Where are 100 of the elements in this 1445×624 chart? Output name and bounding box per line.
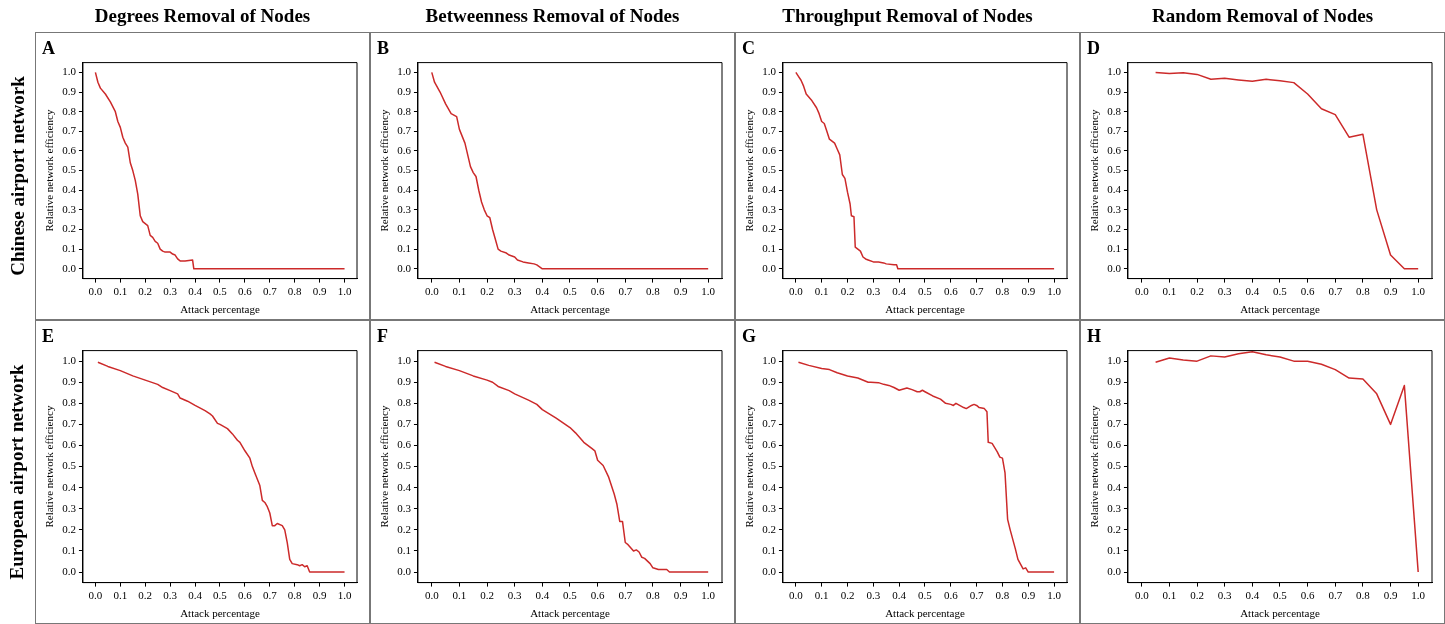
y-tick-label: 0.7 [62,124,77,137]
x-tick-label: 0.9 [312,285,327,298]
y-tick-label: 0.1 [62,543,76,556]
x-tick-label: 0.4 [188,589,203,602]
x-tick-label: 1.0 [337,589,352,602]
y-tick-label: 1.0 [1107,65,1122,78]
y-tick-label: 0.7 [1107,417,1122,430]
y-tick-label: 0.4 [397,480,412,493]
x-tick-label: 0.3 [163,285,178,298]
y-tick-label: 0.1 [62,242,76,255]
y-tick-label: 0.8 [1107,396,1122,409]
x-tick-label: 0.8 [995,589,1010,602]
y-tick-label: 0.5 [397,163,412,176]
y-tick-label: 0.5 [762,459,777,472]
y-tick-label: 0.5 [762,163,777,176]
x-tick-label: 0.7 [969,285,984,298]
x-axis-title: Attack percentage [180,607,260,620]
x-tick-label: 0.5 [213,589,228,602]
y-tick-label: 0.1 [397,242,411,255]
x-tick-label: 0.1 [1162,285,1177,298]
x-tick-label: 0.2 [480,589,494,602]
x-tick-label: 0.1 [113,285,128,298]
x-tick-label: 0.0 [88,589,103,602]
x-tick-label: 0.6 [590,285,605,298]
x-tick-label: 0.4 [188,285,203,298]
y-tick-label: 0.2 [62,522,76,535]
x-tick-label: 0.7 [262,589,278,602]
y-axis-title: Relative network efficiency [43,405,56,528]
y-tick-label: 0.6 [762,438,777,451]
x-tick-label: 0.8 [287,589,303,602]
y-tick-label: 0.0 [62,564,77,577]
x-tick-label: 0.3 [163,589,178,602]
x-tick-label: 0.3 [1217,285,1233,298]
y-tick-label: 0.5 [1107,163,1122,176]
y-tick-label: 0.9 [762,84,777,97]
x-tick-label: 0.8 [1356,589,1371,602]
x-tick-label: 0.5 [918,285,933,298]
y-axis-title: Relative network efficiency [743,109,756,232]
x-tick-label: 0.9 [1021,285,1036,298]
text: Chinese airport network [6,76,29,276]
y-tick-label: 0.8 [1107,104,1122,117]
x-tick-label: 0.0 [88,285,103,298]
x-tick-label: 0.4 [535,589,550,602]
x-tick-label: 0.1 [113,589,128,602]
y-tick-label: 0.9 [1107,375,1122,388]
y-tick-label: 0.5 [62,163,77,176]
y-tick-label: 0.5 [397,459,412,472]
x-tick-label: 0.0 [788,285,804,298]
text: Random Removal of Nodes [1150,4,1375,28]
x-tick-label: 1.0 [1047,285,1062,298]
y-tick-label: 0.5 [1107,459,1122,472]
x-tick-label: 0.4 [1245,285,1260,298]
x-tick-label: 0.7 [618,589,633,602]
y-tick-label: 0.4 [762,183,777,196]
chart-title: E [42,326,55,347]
y-tick-label: 0.3 [397,501,412,514]
x-axis-title: Attack percentage [1240,303,1320,316]
y-axis-title: Relative network efficiency [378,405,391,528]
y-tick-label: 0.0 [397,564,412,577]
y-tick-label: 0.0 [62,261,77,274]
y-tick-label: 0.9 [762,375,777,388]
y-tick-label: 0.7 [762,124,777,137]
y-tick-label: 0.4 [1107,480,1122,493]
chart-title: G [742,326,757,347]
y-tick-label: 0.7 [762,417,777,430]
y-tick-label: 0.9 [62,375,77,388]
y-tick-label: 0.6 [762,143,777,156]
x-tick-label: 0.3 [866,589,881,602]
x-tick-label: 0.8 [995,285,1010,298]
y-tick-label: 0.7 [397,124,412,137]
y-tick-label: 0.0 [762,564,777,577]
text: Betweenness Removal of Nodes [424,4,681,28]
y-tick-label: 0.3 [1107,202,1122,215]
x-tick-label: 0.2 [138,589,153,602]
x-tick-label: 0.1 [452,589,467,602]
x-tick-label: 0.0 [1134,589,1150,602]
y-tick-label: 0.8 [762,396,777,409]
x-tick-label: 0.0 [424,285,440,298]
x-tick-label: 0.3 [1217,589,1233,602]
x-tick-label: 0.2 [138,285,153,298]
y-tick-label: 0.7 [62,417,77,430]
y-tick-label: 0.0 [1107,261,1122,274]
x-tick-label: 0.9 [1383,589,1398,602]
y-tick-label: 0.3 [397,202,412,215]
x-tick-label: 0.5 [563,589,578,602]
x-tick-label: 0.2 [840,285,855,298]
x-tick-label: 0.5 [1273,589,1288,602]
x-tick-label: 0.2 [480,285,494,298]
chart-title: A [42,38,55,59]
x-tick-label: 0.6 [1300,285,1315,298]
x-tick-label: 0.4 [535,285,550,298]
y-tick-label: 1.0 [1107,354,1122,367]
y-tick-label: 0.2 [762,222,776,235]
x-tick-label: 1.0 [701,285,716,298]
y-tick-label: 0.2 [397,522,411,535]
y-axis-title: Relative network efficiency [43,109,56,232]
x-tick-label: 0.0 [424,589,440,602]
x-tick-label: 0.9 [673,285,688,298]
x-tick-label: 0.1 [814,285,829,298]
text: European airport network [6,364,29,580]
